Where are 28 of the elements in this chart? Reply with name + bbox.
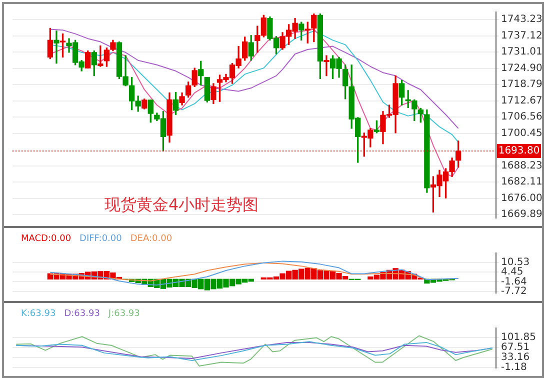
y-tick-label: 1688.23 (501, 160, 542, 172)
text: DEA:0.00 (130, 234, 172, 244)
text: DIFF:0.00 (80, 234, 122, 244)
text: D:63.93 (64, 308, 100, 319)
y-tick-label: 1737.12 (501, 30, 542, 42)
y-tick-label: 1700.45 (501, 128, 542, 139)
y-tick-label: 67.51 (501, 342, 530, 354)
y-tick-label: 4.45 (501, 266, 524, 278)
text: MACD:0.00 (21, 234, 72, 244)
y-tick-label: 1743.23 (501, 14, 542, 26)
y-tick-label: 1718.79 (501, 79, 542, 90)
y-tick-label: 1682.11 (501, 176, 542, 188)
y-tick-label: 101.85 (501, 332, 536, 344)
y-tick-label: -7.72 (501, 286, 527, 297)
text: K:63.93 (21, 308, 56, 319)
y-tick-label: 1731.01 (501, 46, 542, 58)
y-tick-label: 1706.56 (501, 112, 542, 123)
y-tick-label: 33.16 (501, 352, 530, 364)
y-tick-label: 1669.89 (501, 209, 542, 220)
y-tick-label: 10.53 (501, 257, 530, 268)
y-tick-label: -1.64 (501, 276, 527, 288)
y-tick-label: 1676.00 (501, 192, 542, 204)
text: 现货黄金4小时走势图 (104, 195, 259, 214)
y-tick-label: 1724.90 (501, 62, 542, 74)
ref-line-label: 1693.80 (498, 146, 540, 157)
y-tick-label: -1.18 (501, 362, 527, 374)
y-tick-label: 1712.67 (501, 95, 542, 106)
text: J:63.93 (107, 308, 140, 319)
